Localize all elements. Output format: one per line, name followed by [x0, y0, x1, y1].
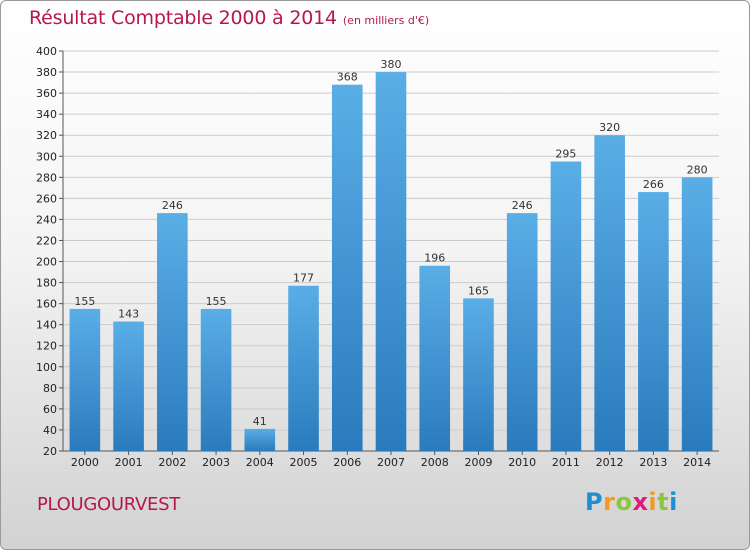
x-tick-label: 2002: [158, 456, 186, 469]
bar-2008: [419, 265, 451, 451]
value-label: 266: [643, 178, 664, 191]
value-label: 246: [162, 199, 183, 212]
y-tick-label: 360: [36, 87, 57, 100]
y-tick-label: 40: [43, 424, 57, 437]
bar-2014: [681, 177, 713, 451]
x-tick-label: 2007: [377, 456, 405, 469]
value-label: 165: [468, 284, 489, 297]
x-tick-label: 2011: [552, 456, 580, 469]
value-label: 41: [253, 415, 267, 428]
y-tick-label: 120: [36, 340, 57, 353]
bar-2010: [506, 213, 538, 451]
x-tick-label: 2006: [333, 456, 361, 469]
y-tick-label: 200: [36, 256, 57, 269]
y-tick-label: 340: [36, 108, 57, 121]
value-label: 280: [687, 163, 708, 176]
bar-2009: [463, 298, 494, 451]
bar-2001: [113, 321, 144, 451]
y-tick-label: 80: [43, 382, 57, 395]
chart-title: Résultat Comptable 2000 à 2014: [29, 7, 337, 29]
x-tick-label: 2012: [596, 456, 624, 469]
value-label: 246: [512, 199, 533, 212]
proxiti-logo[interactable]: Proxiti: [585, 488, 678, 516]
value-label: 196: [424, 252, 445, 265]
logo-letter: i: [669, 488, 678, 516]
value-label: 155: [74, 295, 95, 308]
value-label: 143: [118, 308, 139, 321]
x-tick-label: 2008: [421, 456, 449, 469]
labels: 20 40 60 80 100 120 140 160 180 200 220 240 260 280 30…: [36, 45, 711, 469]
logo-letter: P: [585, 488, 604, 516]
y-tick-label: 220: [36, 234, 57, 247]
x-tick-label: 2010: [508, 456, 536, 469]
bar-2002: [157, 213, 188, 451]
bar-2011: [550, 161, 582, 452]
bar-2007: [375, 72, 407, 451]
x-tick-label: 2005: [290, 456, 318, 469]
x-tick-label: 2000: [71, 456, 99, 469]
bar-2000: [69, 308, 101, 451]
bars: [69, 72, 713, 452]
logo-letter: i: [648, 488, 658, 516]
x-tick-label: 2004: [246, 456, 274, 469]
y-tick-label: 20: [43, 445, 57, 458]
y-tick-label: 140: [36, 319, 57, 332]
y-tick-label: 300: [36, 150, 57, 163]
y-tick-label: 260: [36, 192, 57, 205]
value-label: 155: [206, 295, 227, 308]
bar-2004: [244, 428, 276, 451]
y-tick-label: 400: [36, 45, 57, 58]
commune-name: PLOUGOURVEST: [37, 494, 180, 515]
bar-2006: [331, 84, 363, 452]
y-tick-label: 380: [36, 66, 57, 79]
value-label: 320: [599, 121, 620, 134]
value-label: 177: [293, 272, 314, 285]
logo-letter: r: [603, 488, 616, 516]
y-tick-label: 100: [36, 361, 57, 374]
x-tick-label: 2009: [464, 456, 492, 469]
y-tick-label: 320: [36, 129, 57, 142]
y-tick-label: 280: [36, 171, 57, 184]
y-tick-label: 60: [43, 403, 57, 416]
logo-letter: t: [657, 488, 670, 516]
x-tick-label: 2003: [202, 456, 230, 469]
logo-letter: o: [615, 488, 633, 516]
x-tick-label: 2001: [115, 456, 143, 469]
chart-header: Résultat Comptable 2000 à 2014 (en millie…: [29, 7, 429, 29]
chart-subtitle: (en milliers d'€): [342, 14, 430, 27]
bar-2013: [638, 192, 669, 452]
bar-2012: [594, 135, 625, 452]
bar-2005: [288, 285, 319, 451]
value-label: 380: [381, 58, 402, 71]
y-tick-label: 160: [36, 298, 57, 311]
value-label: 368: [337, 71, 358, 84]
logo-letter: x: [632, 488, 649, 516]
value-label: 295: [555, 148, 576, 161]
y-tick-label: 240: [36, 213, 57, 226]
x-tick-label: 2014: [683, 456, 711, 469]
bar-2003: [200, 308, 232, 451]
x-tick-label: 2013: [639, 456, 667, 469]
y-tick-label: 180: [36, 277, 57, 290]
